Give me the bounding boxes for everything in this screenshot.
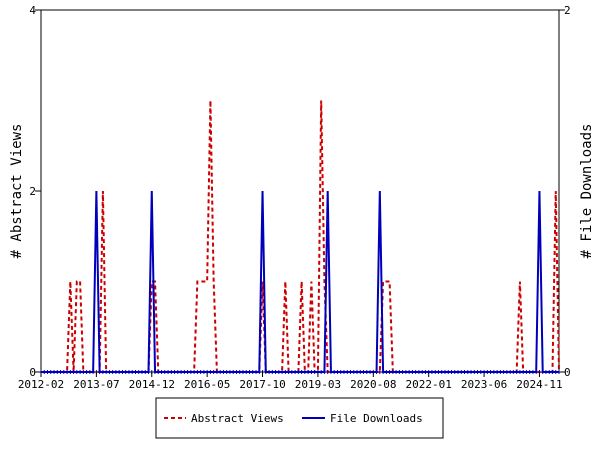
legend: Abstract Views File Downloads bbox=[155, 397, 444, 439]
y-right-tick-label: 0 bbox=[564, 366, 571, 379]
y-right-tick-label: 2 bbox=[564, 4, 571, 17]
x-tick-label: 2024-11 bbox=[516, 378, 562, 391]
y-right-axis-title: # File Downloads bbox=[579, 124, 595, 259]
legend-box bbox=[155, 397, 444, 439]
x-tick-label: 2013-07 bbox=[73, 378, 119, 391]
x-tick-label: 2017-10 bbox=[239, 378, 285, 391]
y-left-tick-label: 4 bbox=[29, 4, 36, 17]
x-tick-label: 2022-01 bbox=[406, 378, 452, 391]
x-tick-label: 2016-05 bbox=[184, 378, 230, 391]
legend-label-abstract-views: Abstract Views bbox=[191, 412, 284, 425]
series-line-file-downloads bbox=[41, 190, 559, 373]
x-tick-label: 2020-08 bbox=[350, 378, 396, 391]
x-tick-label: 2012-02 bbox=[18, 378, 64, 391]
x-tick-label: 2019-03 bbox=[295, 378, 341, 391]
y-left-tick-label: 2 bbox=[29, 185, 36, 198]
legend-label-file-downloads: File Downloads bbox=[330, 412, 423, 425]
x-tick-label: 2014-12 bbox=[129, 378, 175, 391]
plot-area bbox=[40, 9, 560, 373]
y-left-axis-title: # Abstract Views bbox=[9, 124, 25, 259]
y-left-tick-label: 0 bbox=[29, 366, 36, 379]
x-tick-label: 2023-06 bbox=[461, 378, 507, 391]
